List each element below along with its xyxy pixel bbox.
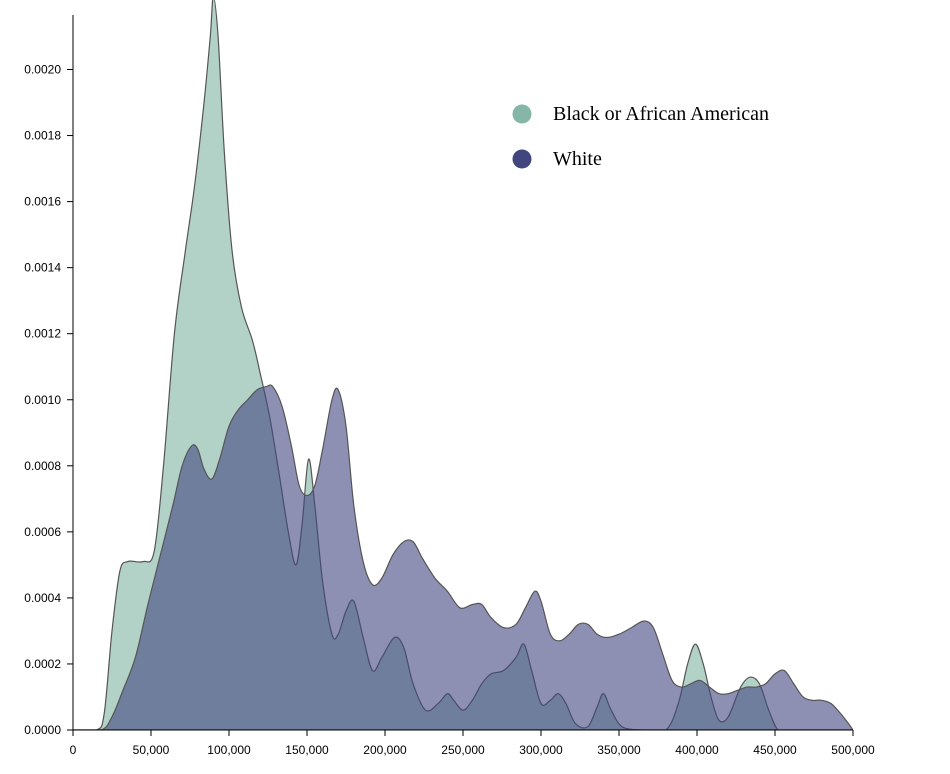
x-tick-label: 250,000 [441, 743, 485, 757]
x-tick-label: 300,000 [519, 743, 563, 757]
x-tick-label: 50,000 [133, 743, 170, 757]
legend-swatch-black-or-african-american [512, 104, 532, 124]
y-tick-label: 0.0018 [24, 129, 61, 143]
x-tick-label: 150,000 [285, 743, 329, 757]
legend: Black or African American White [512, 103, 769, 170]
x-axis: 0 50,000 100,000 150,000 200,000 250,000 300,0… [70, 729, 875, 757]
y-tick-label: 0.0012 [24, 327, 61, 341]
y-tick-label: 0.0002 [24, 657, 61, 671]
x-tick-label: 350,000 [597, 743, 641, 757]
y-tick-label: 0.0000 [24, 723, 61, 737]
plot-area [73, 0, 853, 730]
legend-label-white: White [553, 148, 602, 170]
y-tick-label: 0.0008 [24, 459, 61, 473]
y-tick-label: 0.0004 [24, 591, 61, 605]
x-tick-label: 450,000 [753, 743, 797, 757]
legend-label-black-or-african-american: Black or African American [553, 103, 769, 125]
x-tick-label: 500,000 [831, 743, 875, 757]
legend-swatch-white [512, 149, 532, 169]
y-axis: 0.0000 0.0002 0.0004 0.0006 0.0008 0.0010 0.00… [24, 15, 74, 737]
x-tick-label: 0 [70, 743, 77, 757]
y-tick-label: 0.0016 [24, 195, 61, 209]
y-tick-label: 0.0006 [24, 525, 61, 539]
y-tick-label: 0.0010 [24, 393, 61, 407]
x-tick-label: 400,000 [675, 743, 719, 757]
density-area-white [73, 384, 853, 730]
x-tick-label: 100,000 [207, 743, 251, 757]
x-tick-label: 200,000 [363, 743, 407, 757]
y-tick-label: 0.0020 [24, 63, 61, 77]
y-tick-label: 0.0014 [24, 261, 61, 275]
